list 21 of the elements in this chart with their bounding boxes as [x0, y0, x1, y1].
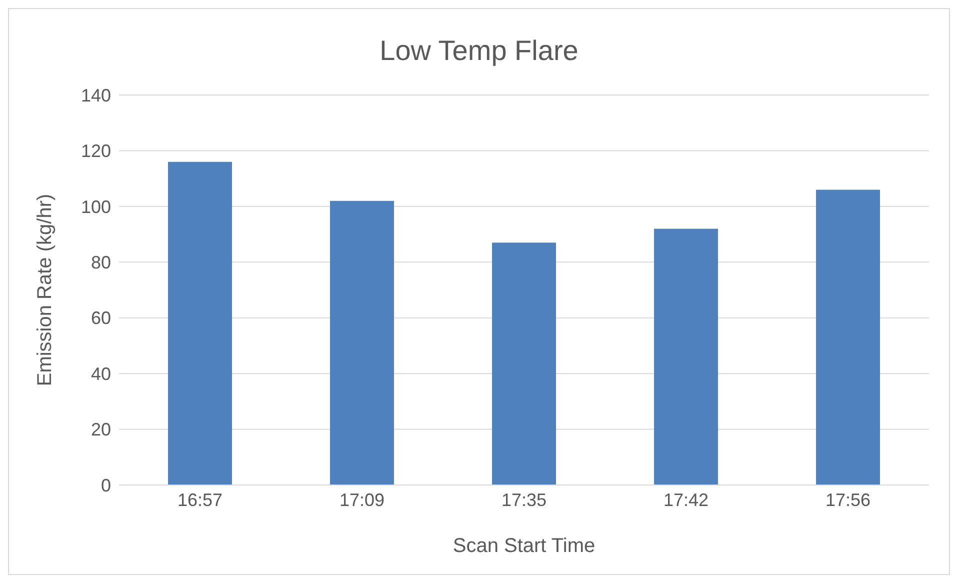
y-tick-label: 100 [80, 196, 111, 217]
y-tick-label: 80 [90, 252, 111, 273]
x-tick-label: 17:35 [501, 490, 547, 510]
y-axis-title: Emission Rate (kg/hr) [34, 194, 56, 386]
x-tick-label: 17:42 [663, 490, 709, 510]
bar [816, 190, 880, 485]
bar [168, 162, 232, 485]
x-tick-label: 17:56 [825, 490, 871, 510]
y-tick-label: 40 [90, 364, 111, 384]
bar [330, 200, 394, 485]
bar [654, 228, 718, 485]
x-axis-title: Scan Start Time [452, 535, 596, 557]
chart-title: Low Temp Flare [378, 34, 580, 68]
y-tick-label: 0 [100, 475, 111, 496]
x-tick-label: 17:09 [339, 490, 385, 510]
y-tick-label: 140 [80, 85, 111, 106]
bar [492, 242, 556, 485]
y-tick-label: 20 [90, 420, 111, 440]
y-tick-label: 120 [80, 141, 111, 162]
y-tick-label: 60 [90, 308, 111, 328]
x-tick-label: 16:57 [177, 490, 223, 510]
